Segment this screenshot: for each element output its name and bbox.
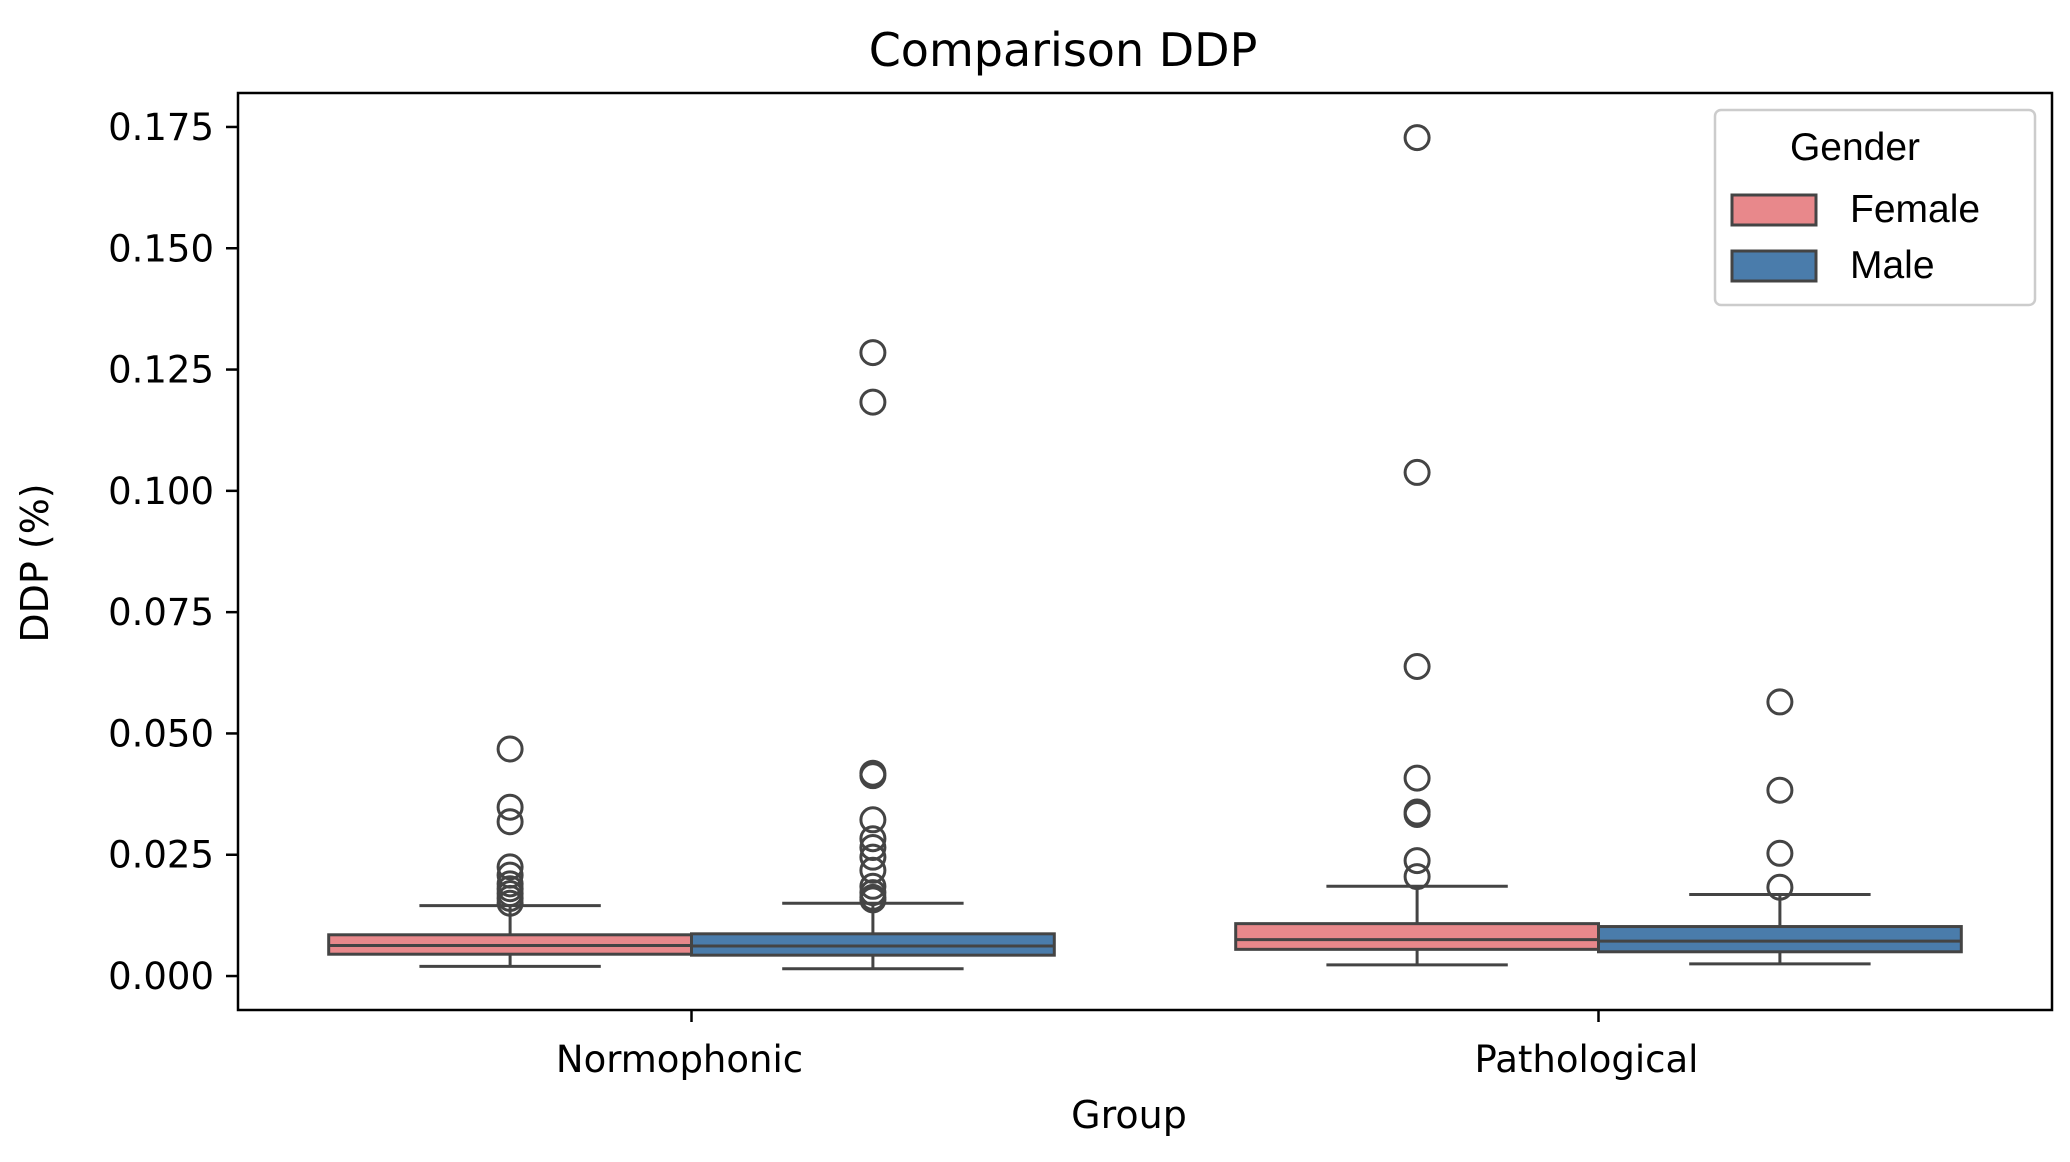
outlier-point [1766, 776, 1794, 804]
legend-swatch-female [1730, 193, 1818, 227]
outlier-point [1403, 800, 1431, 828]
outlier-point [1403, 124, 1431, 152]
chart-title: Comparison DDP [869, 23, 1258, 77]
outlier-point [1403, 764, 1431, 792]
plot-area [327, 124, 1963, 971]
outlier-point [859, 843, 887, 871]
box-male-normophonic [690, 339, 1056, 971]
y-tick-label: 0.100 [108, 470, 214, 513]
outlier-point [1403, 863, 1431, 891]
outlier-point [496, 853, 524, 881]
outlier-point [859, 825, 887, 853]
outlier-point [1766, 873, 1794, 901]
y-axis: 0.000 0.025 0.050 0.075 0.100 0.125 0.150 0.175 [108, 106, 238, 998]
box-female-pathological [1234, 124, 1600, 967]
legend-swatch-male [1730, 249, 1818, 283]
legend-entry-female: Female [1850, 188, 1980, 231]
y-tick-label: 0.150 [108, 227, 214, 270]
outlier-point [496, 735, 524, 763]
legend-title: Gender [1790, 126, 1920, 169]
outlier-point [496, 793, 524, 821]
x-axis: Normophonic Pathological [556, 1010, 1699, 1081]
plot-frame [236, 91, 2054, 1012]
y-axis-label: DDP (%) [13, 483, 57, 642]
outlier-point [1403, 847, 1431, 875]
box-female-normophonic [327, 735, 693, 968]
x-tick-label: Normophonic [556, 1038, 803, 1081]
y-tick-label: 0.000 [108, 955, 214, 998]
outlier-point [1766, 839, 1794, 867]
outlier-point [1766, 688, 1794, 716]
y-tick-label: 0.075 [108, 591, 214, 634]
outlier-point [496, 889, 524, 917]
y-tick-label: 0.050 [108, 712, 214, 755]
outlier-point [859, 856, 887, 884]
outlier-point [1403, 458, 1431, 486]
outlier-point [859, 762, 887, 790]
legend-entry-male: Male [1850, 244, 1935, 287]
y-tick-label: 0.025 [108, 834, 214, 877]
x-tick-label: Pathological [1475, 1038, 1699, 1081]
x-axis-label: Group [1071, 1093, 1187, 1137]
outlier-point [496, 808, 524, 836]
iqr-box [1234, 922, 1600, 951]
y-tick-label: 0.175 [108, 106, 214, 149]
outlier-point [859, 339, 887, 367]
outlier-point [859, 388, 887, 416]
iqr-box [1597, 925, 1963, 954]
box-male-pathological [1597, 688, 1963, 966]
y-tick-label: 0.125 [108, 349, 214, 392]
outlier-point [859, 886, 887, 914]
outlier-point [859, 806, 887, 834]
legend: Gender Female Male [1713, 108, 2037, 307]
outlier-point [1403, 652, 1431, 680]
outlier-point [859, 872, 887, 900]
